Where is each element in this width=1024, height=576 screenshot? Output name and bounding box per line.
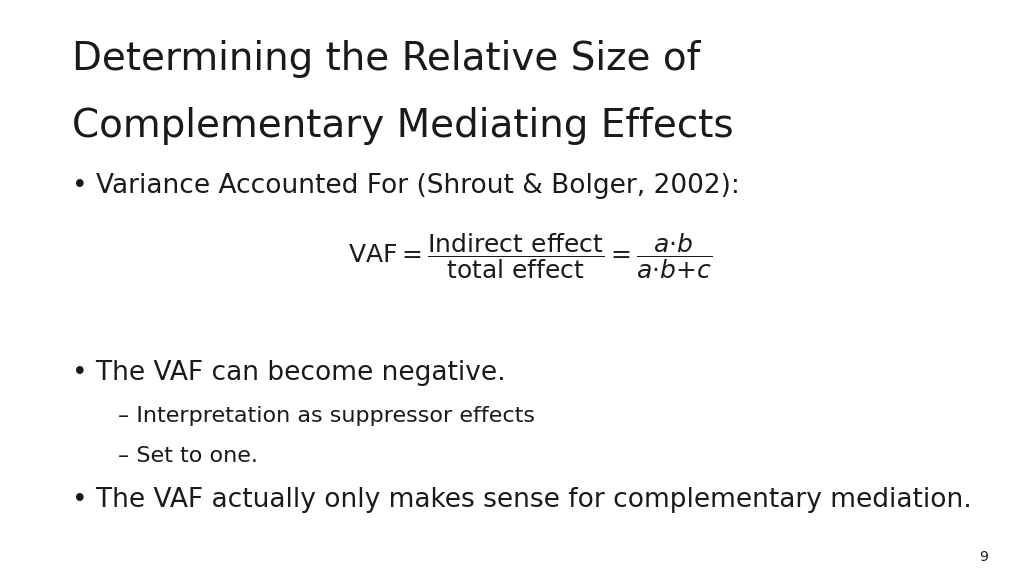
Text: – Set to one.: – Set to one. <box>118 446 258 467</box>
Text: Determining the Relative Size of: Determining the Relative Size of <box>72 40 700 78</box>
Text: 9: 9 <box>979 551 988 564</box>
Text: • The VAF actually only makes sense for complementary mediation.: • The VAF actually only makes sense for … <box>72 487 972 513</box>
Text: – Interpretation as suppressor effects: – Interpretation as suppressor effects <box>118 406 535 426</box>
Text: • Variance Accounted For (Shrout & Bolger, 2002):: • Variance Accounted For (Shrout & Bolge… <box>72 173 739 199</box>
Text: • The VAF can become negative.: • The VAF can become negative. <box>72 360 505 386</box>
Text: $\mathsf{VAF} = \dfrac{\mathsf{Indirect\ effect}}{\mathsf{total\ effect}} = \dfr: $\mathsf{VAF} = \dfrac{\mathsf{Indirect\… <box>348 232 713 281</box>
Text: Complementary Mediating Effects: Complementary Mediating Effects <box>72 107 733 145</box>
